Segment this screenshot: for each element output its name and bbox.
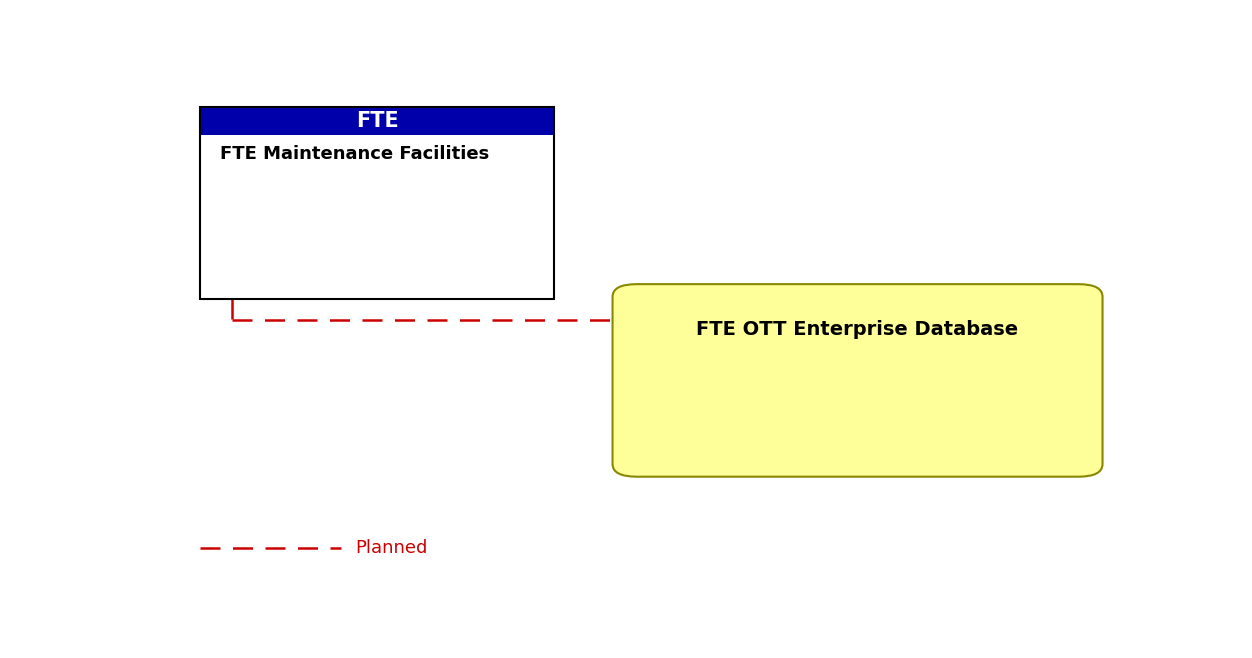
Text: FTE: FTE	[356, 111, 398, 131]
Bar	[200, 135, 555, 299]
Text: Planned: Planned	[356, 539, 428, 557]
Text: FTE OTT Enterprise Database: FTE OTT Enterprise Database	[696, 320, 1019, 339]
Bar	[200, 107, 555, 135]
FancyBboxPatch shape	[612, 284, 1103, 476]
Bar	[200, 107, 555, 299]
Text: FTE Maintenance Facilities: FTE Maintenance Facilities	[219, 145, 488, 163]
